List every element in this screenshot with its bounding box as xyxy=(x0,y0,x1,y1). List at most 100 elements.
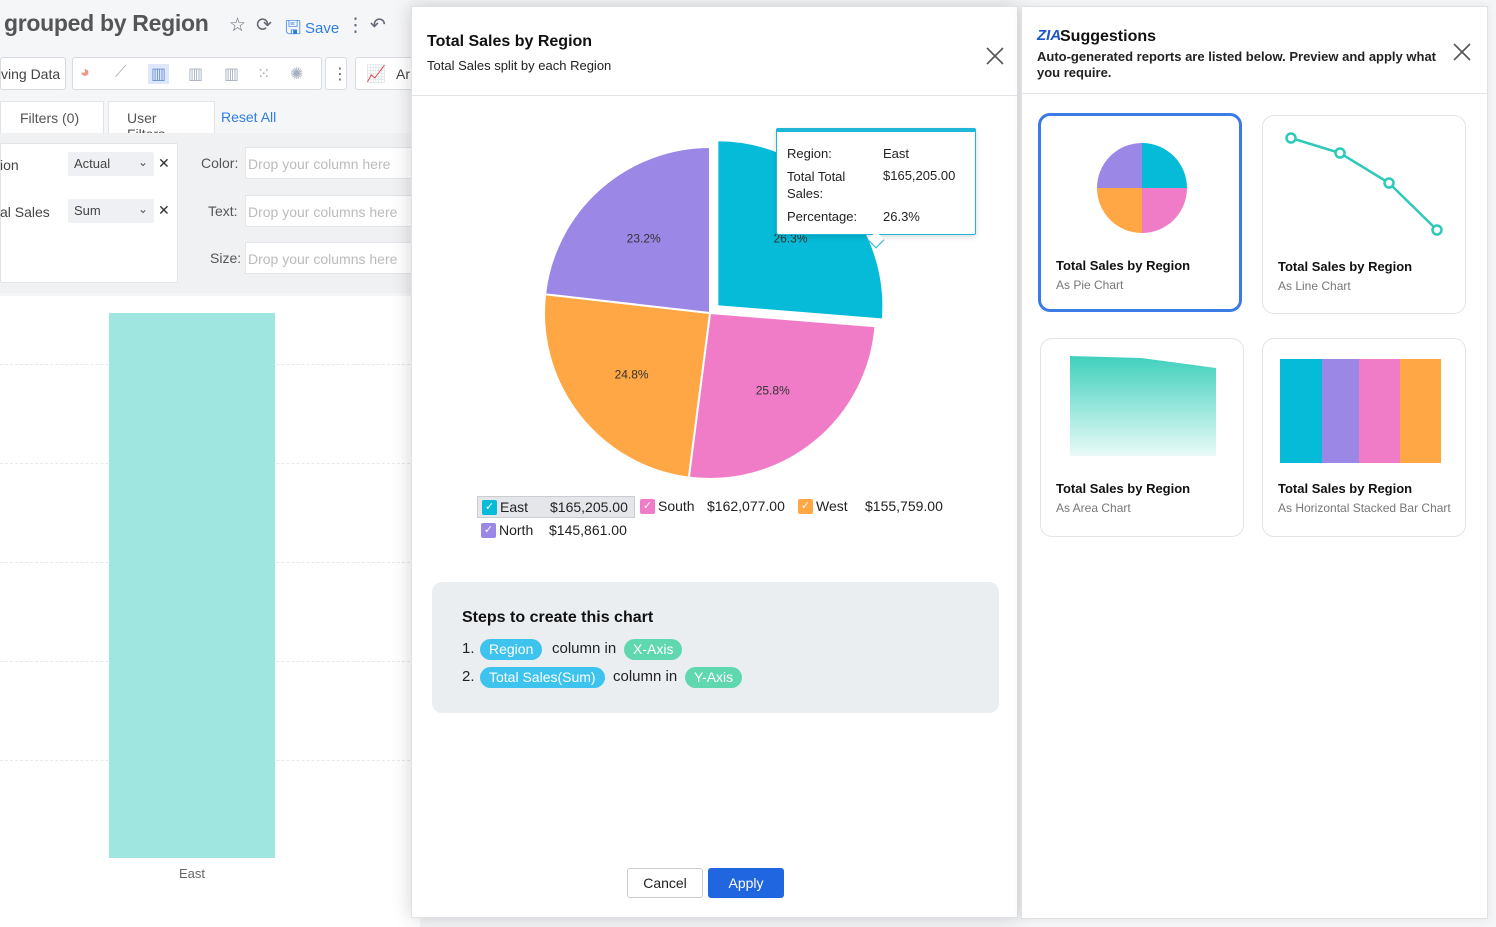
pie-chart-type-icon[interactable]: ◕ xyxy=(80,64,90,81)
pie-chart: 26.3% 25.8% 24.8% 23.2% xyxy=(543,139,885,480)
legend-value: $155,759.00 xyxy=(865,498,943,514)
dialog-title: Total Sales by Region xyxy=(427,33,593,50)
card-subtitle: As Line Chart xyxy=(1278,279,1351,293)
axis-pill: X-Axis xyxy=(624,639,683,660)
card-subtitle: As Area Chart xyxy=(1056,501,1131,515)
legend-item-south[interactable]: ✓ South $162,077.00 xyxy=(638,496,793,518)
card-subtitle: As Horizontal Stacked Bar Chart xyxy=(1278,501,1451,515)
color-label: Color: xyxy=(201,155,239,171)
legend-name: West xyxy=(816,498,848,514)
y-axis-field[interactable]: al Sales xyxy=(0,204,50,220)
bar-chart-type-icon[interactable]: ▥ xyxy=(148,64,170,84)
more-vertical-icon[interactable]: ⋮ xyxy=(346,15,365,36)
y-aggregate-value: Sum xyxy=(74,203,101,218)
pie-percent-label: 25.8% xyxy=(756,383,790,397)
color-drop-zone[interactable]: Drop your column here xyxy=(245,147,420,179)
save-button[interactable]: Save xyxy=(305,20,340,37)
text-drop-zone[interactable]: Drop your columns here xyxy=(245,195,420,227)
pie-thumbnail xyxy=(1097,143,1187,233)
column-pill: Total Sales(Sum) xyxy=(480,667,605,688)
apply-button[interactable]: Apply xyxy=(708,868,784,898)
line-chart-type-icon[interactable]: ⟋ xyxy=(115,64,127,81)
area-thumbnail xyxy=(1070,356,1216,456)
star-icon[interactable]: ☆ xyxy=(229,15,247,36)
chevron-down-icon: ⌄ xyxy=(137,155,148,169)
data-tab[interactable]: ving Data xyxy=(0,57,66,90)
reset-all-link[interactable]: Reset All xyxy=(221,109,277,125)
tooltip-total-key: Total Total Sales: xyxy=(787,169,846,201)
tooltip-region-key: Region: xyxy=(787,146,832,161)
chevron-down-icon: ⌄ xyxy=(137,202,148,216)
stacked-bar-thumbnail xyxy=(1280,359,1441,463)
legend-value: $145,861.00 xyxy=(549,522,627,538)
card-title: Total Sales by Region xyxy=(1278,259,1413,274)
cancel-button[interactable]: Cancel xyxy=(627,868,703,898)
text-label: Text: xyxy=(208,203,238,219)
y-aggregate-select[interactable]: Sum ⌄ xyxy=(68,199,154,223)
chart-preview-dialog: Total Sales by Region Total Sales split … xyxy=(411,6,1018,918)
report-title: grouped by Region xyxy=(4,10,209,36)
close-icon[interactable] xyxy=(1452,42,1472,62)
legend-item-north[interactable]: ✓ North $145,861.00 xyxy=(477,520,635,542)
legend-item-east[interactable]: ✓ East $165,205.00 xyxy=(477,496,635,518)
x-tick-label: East xyxy=(179,866,206,881)
pie-slice-south[interactable] xyxy=(687,311,877,480)
background-bar-east xyxy=(109,313,275,858)
pie-slice-west[interactable] xyxy=(543,293,712,479)
x-aggregate-select[interactable]: Actual ⌄ xyxy=(68,152,154,176)
save-icon[interactable]: 🖫 xyxy=(285,18,302,39)
step-number: 2. xyxy=(462,668,475,685)
more-vertical-icon: ⋮ xyxy=(332,66,348,83)
suggestions-title: Suggestions xyxy=(1060,28,1157,45)
column-chart-type-icon[interactable]: ▥ xyxy=(224,66,240,83)
suggestions-description: Auto-generated reports are listed below.… xyxy=(1037,49,1437,80)
chart-type-more[interactable]: ⋮ xyxy=(325,57,348,90)
close-icon[interactable] xyxy=(984,45,1006,67)
remove-x-field-icon[interactable]: ✕ xyxy=(158,155,170,171)
suggestion-card-area[interactable]: Total Sales by Region As Area Chart xyxy=(1040,338,1244,537)
suggestions-header: ZIA Suggestions Auto-generated reports a… xyxy=(1022,7,1487,94)
tab-filters[interactable]: Filters (0) xyxy=(0,101,104,133)
suggestion-card-pie[interactable]: Total Sales by Region As Pie Chart xyxy=(1038,113,1242,312)
refresh-icon[interactable]: ⟳ xyxy=(256,15,272,36)
x-axis-field[interactable]: ion xyxy=(0,157,19,173)
legend-name: East xyxy=(500,499,529,515)
suggestion-card-line[interactable]: Total Sales by Region As Line Chart xyxy=(1262,115,1466,314)
dialog-header: Total Sales by Region Total Sales split … xyxy=(412,7,1017,96)
suggestion-card-stacked-bar[interactable]: Total Sales by Region As Horizontal Stac… xyxy=(1262,338,1466,537)
legend-name: South xyxy=(658,498,695,514)
legend-item-west[interactable]: ✓ West $155,759.00 xyxy=(796,496,956,518)
checkbox-icon: ✓ xyxy=(481,523,496,538)
pie-percent-label: 24.8% xyxy=(615,367,649,381)
x-aggregate-value: Actual xyxy=(74,156,111,171)
card-title: Total Sales by Region xyxy=(1278,481,1413,496)
undo-icon[interactable]: ↶ xyxy=(370,15,386,36)
column-pill: Region xyxy=(480,639,543,660)
map-chart-type-icon[interactable]: ✺ xyxy=(290,66,304,83)
tooltip-percent-value: 26.3% xyxy=(883,209,920,224)
shelf-panel: ion Actual ⌄ ✕ al Sales Sum ⌄ ✕ Color: D… xyxy=(0,133,420,293)
line-thumbnail xyxy=(1285,132,1443,236)
analytics-label: Ar xyxy=(396,66,410,82)
legend-value: $165,205.00 xyxy=(550,499,628,515)
steps-title: Steps to create this chart xyxy=(462,609,654,626)
pie-percent-label: 23.2% xyxy=(627,232,661,246)
tooltip-percent-key: Percentage: xyxy=(787,209,858,224)
steps-panel: Steps to create this chart 1. Region col… xyxy=(432,582,999,713)
chart-type-bar xyxy=(72,57,322,90)
scatter-chart-type-icon[interactable]: ⁙ xyxy=(257,66,271,83)
card-title: Total Sales by Region xyxy=(1056,258,1191,273)
legend-name: North xyxy=(499,522,534,538)
data-tab-label: ving Data xyxy=(1,66,61,82)
stacked-bar-type-icon[interactable]: ▥ xyxy=(188,66,204,83)
legend-value: $162,077.00 xyxy=(707,498,785,514)
checkbox-icon: ✓ xyxy=(798,499,813,514)
axis-pill: Y-Axis xyxy=(685,667,743,688)
pie-slice-north[interactable] xyxy=(543,145,711,315)
tooltip-total-value: $165,205.00 xyxy=(883,168,956,183)
tab-user-filters[interactable]: User Filters xyxy=(108,101,215,142)
remove-y-field-icon[interactable]: ✕ xyxy=(158,202,170,218)
size-label: Size: xyxy=(210,250,242,266)
size-drop-zone[interactable]: Drop your columns here xyxy=(245,242,420,274)
dialog-subtitle: Total Sales split by each Region xyxy=(427,58,612,73)
